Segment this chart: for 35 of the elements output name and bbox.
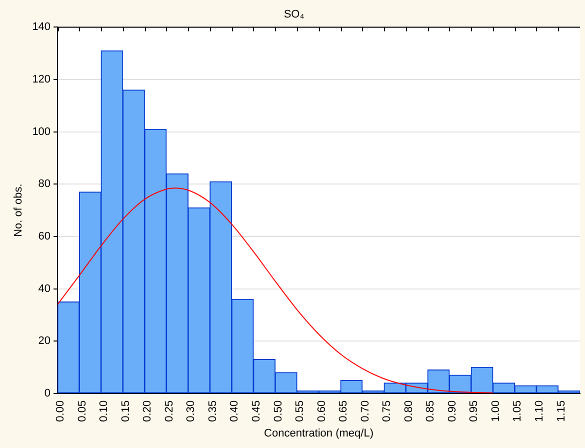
x-tick-label: 0.95 — [468, 400, 480, 422]
y-tick-label: 140 — [32, 21, 51, 34]
chart-title: SO₄ — [284, 8, 305, 21]
x-tick-label: 0.30 — [185, 400, 198, 422]
x-tick-label: 0.05 — [76, 400, 88, 422]
y-tick-label: 60 — [38, 230, 51, 242]
x-tick-label: 0.35 — [206, 400, 219, 422]
x-tick-label: 0.40 — [228, 400, 241, 422]
y-tick-label: 40 — [38, 282, 51, 295]
x-tick-label: 1.00 — [490, 400, 502, 422]
x-tick-label: 0.50 — [272, 400, 284, 422]
x-tick-label: 0.65 — [338, 400, 350, 422]
x-tick-label: 0.55 — [294, 400, 306, 422]
y-axis-title: No. of obs. — [12, 184, 25, 237]
x-tick-label: 1.10 — [533, 400, 546, 422]
x-tick-label: 1.15 — [555, 400, 568, 422]
x-tick-label: 0.45 — [250, 400, 262, 422]
y-tick-label: 20 — [38, 335, 51, 348]
x-tick-label: 0.00 — [54, 400, 67, 422]
x-tick-label: 0.20 — [142, 400, 154, 422]
x-tick-label: 0.25 — [163, 400, 176, 422]
x-tick-label: 0.75 — [381, 400, 394, 422]
x-tick-label: 0.80 — [402, 400, 415, 422]
x-tick-label: 0.90 — [446, 400, 458, 422]
x-tick-label: 0.85 — [424, 400, 437, 422]
x-tick-label: 0.10 — [98, 400, 110, 422]
x-tick-label: 1.05 — [512, 400, 524, 422]
x-axis-title: Concentration (meq/L) — [264, 427, 374, 440]
y-tick-label: 80 — [38, 178, 51, 190]
y-tick-label: 0 — [44, 387, 51, 400]
x-tick-label: 0.70 — [359, 400, 372, 422]
y-tick-label: 120 — [32, 74, 51, 86]
y-tick-label: 100 — [32, 126, 51, 138]
x-tick-label: 0.15 — [120, 400, 132, 422]
x-tick-label: 0.60 — [316, 400, 328, 422]
